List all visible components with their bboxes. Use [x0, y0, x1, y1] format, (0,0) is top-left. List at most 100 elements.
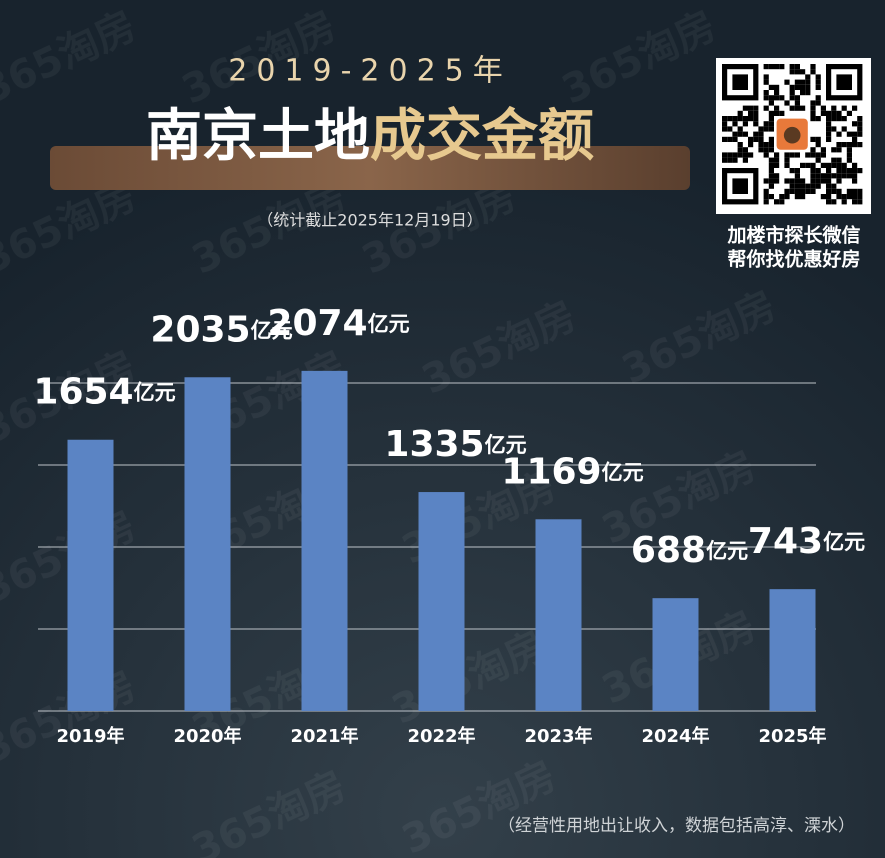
qr-module: [846, 194, 852, 200]
qr-module: [748, 142, 754, 148]
qr-module: [794, 188, 800, 194]
qr-module: [831, 110, 837, 116]
headline: 南京土地成交金额: [146, 104, 594, 169]
qr-module: [768, 173, 774, 179]
qr-module: [810, 69, 816, 75]
qr-module: [774, 84, 780, 90]
value-number: 1169: [501, 451, 601, 492]
qr-module: [810, 116, 816, 122]
qr-module: [753, 121, 759, 127]
qr-module: [758, 142, 764, 148]
value-number: 688: [631, 530, 706, 571]
qr-module: [737, 152, 743, 158]
qr-module: [784, 100, 790, 106]
qr-module: [836, 131, 842, 137]
qr-module: [779, 64, 785, 70]
qr-module: [763, 194, 769, 200]
qr-module: [826, 178, 832, 184]
qr-module: [810, 110, 816, 116]
qr-module: [800, 79, 806, 85]
footnote: （经营性用地出让收入，数据包括高淳、溧水）: [498, 816, 855, 836]
qr-module: [826, 168, 832, 174]
qr-module: [737, 147, 743, 153]
qr-module: [826, 116, 832, 122]
qr-module: [857, 126, 863, 132]
qr-module: [768, 121, 774, 127]
qr-module: [857, 131, 863, 137]
qr-module: [722, 116, 728, 122]
qr-finder: [732, 74, 748, 90]
qr-module: [857, 188, 863, 194]
qr-module: [737, 126, 743, 132]
qr-module: [810, 173, 816, 179]
qr-module: [831, 183, 837, 189]
value-unit: 亿元: [368, 312, 410, 336]
qr-module: [774, 110, 780, 116]
qr-module: [784, 194, 790, 200]
qr-module: [748, 110, 754, 116]
qr-module: [742, 121, 748, 127]
qr-module: [732, 131, 738, 137]
qr-module: [737, 110, 743, 116]
qr-module: [774, 64, 780, 70]
qr-module: [815, 168, 821, 174]
x-tick-label: 2022年: [407, 725, 475, 747]
qr-module: [831, 116, 837, 122]
value-number: 743: [748, 521, 823, 562]
qr-module: [846, 188, 852, 194]
qr-module: [810, 162, 816, 168]
qr-module: [826, 131, 832, 137]
qr-module: [774, 178, 780, 184]
qr-module: [774, 157, 780, 163]
value-label: 1169亿元: [501, 451, 643, 492]
qr-module: [794, 168, 800, 174]
qr-module: [768, 162, 774, 168]
qr-module: [841, 105, 847, 111]
qr-module: [774, 95, 780, 101]
qr-module: [852, 199, 858, 205]
qr-module: [815, 183, 821, 189]
qr-module: [794, 64, 800, 70]
qr-module: [774, 152, 780, 158]
qr-module: [737, 131, 743, 137]
qr-module: [789, 188, 795, 194]
qr-module: [800, 84, 806, 90]
qr-module: [748, 152, 754, 158]
qr-module: [846, 173, 852, 179]
value-label: 2074亿元: [267, 303, 409, 344]
qr-module: [831, 157, 837, 163]
qr-module: [794, 194, 800, 200]
qr-finder: [836, 74, 852, 90]
qr-module: [852, 162, 858, 168]
qr-module: [789, 69, 795, 75]
qr-module: [727, 126, 733, 132]
qr-module: [763, 90, 769, 96]
value-number: 2035: [150, 309, 250, 350]
qr-module: [800, 194, 806, 200]
qr-module: [831, 126, 837, 132]
qr-module: [774, 199, 780, 205]
qr-module: [815, 173, 821, 179]
qr-module: [815, 74, 821, 80]
qr-module: [815, 100, 821, 106]
qr-module: [768, 178, 774, 184]
qr-module: [789, 152, 795, 158]
qr-module: [768, 157, 774, 163]
qr-module: [857, 142, 863, 148]
qr-module: [758, 147, 764, 153]
qr-module: [774, 173, 780, 179]
qr-module: [784, 178, 790, 184]
qr-module: [758, 126, 764, 132]
qr-module: [805, 162, 811, 168]
qr-module: [846, 142, 852, 148]
qr-module: [768, 168, 774, 174]
qr-module: [857, 168, 863, 174]
value-label: 2035亿元: [150, 309, 292, 350]
qr-modules: [722, 64, 863, 205]
qr-module: [852, 105, 858, 111]
qr-module: [810, 152, 816, 158]
qr-module: [810, 64, 816, 70]
value-number: 1654: [33, 372, 133, 413]
qr-module: [841, 199, 847, 205]
qr-module: [732, 136, 738, 142]
